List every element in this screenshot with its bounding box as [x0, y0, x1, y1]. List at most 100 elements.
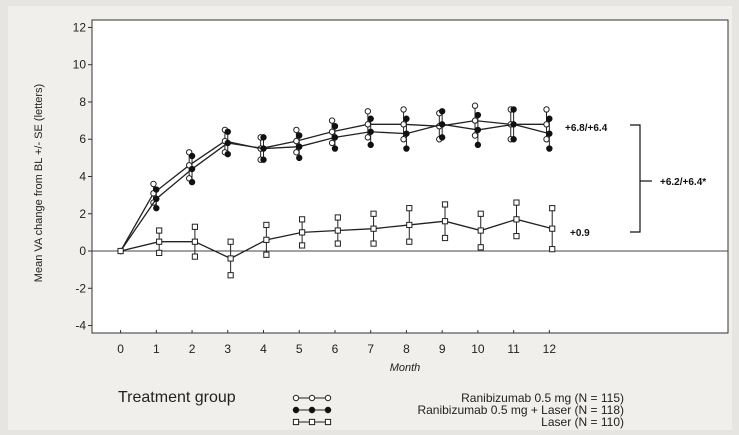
y-tick-label: 4 [79, 170, 86, 184]
error-cap-upper [400, 106, 407, 113]
data-point [328, 128, 336, 135]
error-cap-lower [156, 249, 163, 256]
data-point [406, 221, 413, 229]
data-point [153, 195, 160, 203]
data-point [543, 121, 550, 128]
error-cap-lower [370, 240, 377, 247]
legend-label: Ranibizumab 0.5 mg (N = 115) [461, 391, 624, 405]
y-axis-title: Mean VA change from BL +/- SE (letters) [33, 84, 45, 282]
x-tick-label: 11 [507, 342, 520, 356]
legend-swatch-marker [292, 406, 300, 414]
error-cap-upper [191, 223, 199, 230]
data-point [188, 165, 196, 173]
annotations: +6.8/+6.4 +0.9 +6.2/+6.4* [565, 123, 706, 239]
x-tick-label: 2 [189, 342, 196, 356]
x-tick-label: 10 [471, 342, 485, 356]
error-cap-upper [438, 108, 446, 115]
x-tick-label: 6 [332, 342, 339, 356]
error-cap-upper [331, 122, 339, 130]
error-cap-upper [260, 134, 267, 141]
error-cap-upper [370, 210, 377, 217]
x-axis-title: Month [390, 362, 421, 374]
error-cap-lower [513, 233, 520, 240]
error-cap-upper [150, 180, 157, 188]
annotation-top: +6.8/+6.4 [565, 123, 608, 134]
x-tick-label: 7 [367, 342, 374, 356]
data-point [474, 126, 482, 134]
series-3 [117, 199, 556, 279]
legend-swatch-marker [324, 418, 332, 426]
data-point [403, 130, 410, 137]
error-cap-lower [293, 149, 300, 156]
series-group [117, 102, 556, 279]
error-cap-lower [510, 136, 517, 143]
error-cap-upper [543, 106, 550, 113]
x-tick-label: 12 [543, 342, 557, 356]
error-cap-lower [263, 251, 270, 258]
data-point [263, 236, 270, 243]
error-cap-upper [298, 216, 306, 223]
data-point [471, 117, 479, 124]
error-cap-upper [367, 115, 374, 122]
y-tick-label: 10 [73, 58, 87, 72]
error-cap-upper [546, 115, 553, 122]
error-cap-upper [188, 152, 196, 160]
bracket-top [630, 124, 641, 233]
legend-swatch-marker [292, 418, 300, 426]
data-point [441, 218, 449, 225]
y-tick-label: 2 [79, 207, 86, 221]
error-cap-lower [406, 238, 413, 245]
legend-swatch-marker [324, 406, 332, 414]
x-tick-label: 4 [260, 342, 267, 356]
data-point [191, 238, 199, 245]
x-axis: 0 1 2 3 4 5 6 7 8 9 10 11 12 [117, 330, 556, 356]
error-cap-lower [400, 136, 407, 143]
error-cap-upper [474, 111, 482, 119]
annotation-bracket: +6.2/+6.4* [660, 177, 706, 188]
x-tick-label: 5 [296, 342, 303, 356]
data-point [513, 216, 520, 223]
legend-swatch-marker [308, 406, 316, 414]
y-tick-label: -4 [75, 319, 86, 333]
error-cap-upper [156, 227, 163, 234]
error-cap-upper [513, 199, 520, 206]
data-point [331, 134, 339, 141]
error-cap-lower [334, 240, 341, 247]
data-point [477, 227, 484, 234]
error-cap-lower [367, 141, 374, 149]
error-cap-lower [549, 246, 556, 253]
error-cap-lower [543, 136, 550, 143]
legend-swatch-marker [308, 418, 316, 426]
data-point [438, 121, 446, 128]
data-point [298, 229, 306, 236]
error-cap-upper [510, 106, 517, 113]
y-tick-label: 12 [73, 20, 87, 34]
error-cap-lower [298, 242, 306, 249]
legend-label: Ranibizumab 0.5 mg + Laser (N = 118) [417, 403, 624, 417]
data-point [260, 145, 267, 152]
y-axis: -4 -2 0 2 4 6 8 10 12 [73, 20, 92, 333]
error-cap-upper [364, 108, 372, 115]
error-cap-lower [331, 145, 339, 152]
error-cap-lower [227, 272, 234, 279]
error-cap-upper [549, 205, 556, 212]
data-point [364, 121, 372, 128]
error-cap-upper [153, 186, 160, 193]
x-tick-label: 0 [117, 342, 124, 356]
error-cap-upper [406, 205, 413, 212]
error-cap-lower [474, 141, 482, 149]
error-cap-upper [441, 201, 449, 208]
annotation-bottom: +0.9 [570, 228, 590, 239]
y-tick-label: 6 [79, 132, 86, 146]
legend-swatch-marker [292, 394, 300, 402]
data-point [510, 121, 517, 128]
data-point [293, 137, 300, 145]
x-tick-label: 1 [153, 342, 160, 356]
error-cap-lower [441, 234, 449, 242]
data-point [546, 130, 553, 137]
error-cap-upper [334, 214, 341, 221]
legend-swatch-marker [308, 394, 316, 402]
series-2 [117, 106, 553, 255]
error-cap-lower [438, 134, 446, 141]
error-cap-lower [296, 154, 303, 162]
